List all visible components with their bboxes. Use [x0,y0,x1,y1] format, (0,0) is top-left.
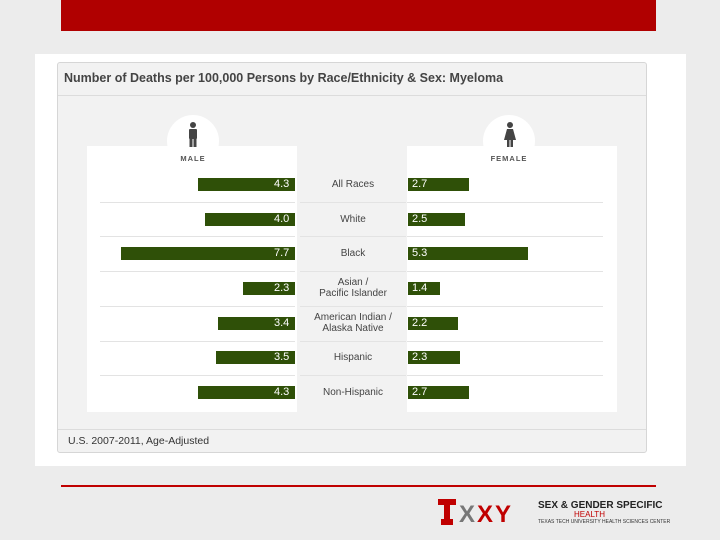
category-label-line: Pacific Islander [319,288,387,300]
logo-title: SEX & GENDER SPECIFIC [538,500,663,511]
male-value-label: 4.0 [274,212,290,225]
male-icon [189,122,197,147]
male-bar [215,351,295,365]
row-divider [300,340,406,342]
category-label: Asian / Pacific Islander [300,277,406,299]
female-bar [408,247,528,261]
female-bar [408,351,460,365]
male-value-label: 7.7 [274,247,290,260]
category-label: American Indian / Alaska Native [300,312,406,334]
female-bar [408,177,470,191]
category-label-line: Hispanic [333,352,373,364]
male-label: MALE [180,154,206,163]
svg-text:Y: Y [495,501,511,527]
male-value-label: 4.3 [274,177,290,190]
category-label-line: Non-Hispanic [322,387,384,399]
female-bar [408,281,440,295]
female-icon [504,122,516,147]
title-divider [58,95,646,96]
female-value-label: 2.3 [412,351,428,364]
female-value-label: 5.3 [412,247,428,260]
male-bar [243,281,295,295]
row-divider [100,375,295,377]
row-divider [100,305,295,307]
category-label-line: Black [340,248,366,260]
row-divider [407,375,603,377]
male-bar [204,212,295,226]
footnote-divider [58,429,646,430]
row-divider [100,236,295,238]
row-divider [300,375,406,377]
row-divider [100,201,295,203]
row-divider [100,340,295,342]
logo-tagline: TEXAS TECH UNIVERSITY HEALTH SCIENCES CE… [538,519,671,525]
male-bar [218,316,295,330]
footer-rule [61,485,656,487]
row-divider [300,305,406,307]
category-label: All Races [300,179,406,190]
female-bar [408,386,470,400]
female-value-label: 2.7 [412,177,428,190]
row-divider [100,271,295,273]
male-value-label: 2.3 [274,281,290,294]
row-divider [407,271,603,273]
female-value-label: 1.4 [412,281,428,294]
category-label-line: All Races [331,178,375,190]
male-bar [197,386,295,400]
category-label-line: American Indian / [314,312,392,324]
row-divider [407,201,603,203]
category-label: White [300,214,406,225]
category-label: Hispanic [300,352,406,363]
male-bar [120,247,295,261]
row-divider [300,271,406,273]
category-label: Black [300,248,406,259]
male-value-label: 3.5 [274,351,290,364]
row-divider [300,201,406,203]
chart-title: Number of Deaths per 100,000 Persons by … [64,71,504,85]
female-label: FEMALE [490,154,528,163]
female-value-label: 2.2 [412,316,428,329]
male-value-label: 3.4 [274,316,290,329]
row-divider [407,340,603,342]
female-bar [408,212,465,226]
chart-footnote: U.S. 2007-2011, Age-Adjusted [68,435,210,447]
svg-text:X: X [459,501,475,527]
male-bar [197,177,295,191]
top-accent-bar [61,0,656,31]
female-value-label: 2.7 [412,386,428,399]
male-value-label: 4.3 [274,386,290,399]
female-bar [408,316,458,330]
logo-subtitle: HEALTH [574,510,605,519]
double-t-xy-logo-icon: X X Y [438,499,511,527]
category-label: Non-Hispanic [300,387,406,398]
female-value-label: 2.5 [412,212,428,225]
row-divider [300,236,406,238]
svg-text:X: X [477,501,493,527]
category-label-line: White [340,213,366,225]
category-label-line: Asian / [337,277,369,289]
row-divider [407,236,603,238]
row-divider [407,305,603,307]
category-label-line: Alaska Native [322,323,384,335]
